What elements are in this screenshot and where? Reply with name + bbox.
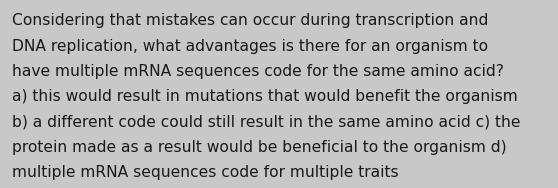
Text: have multiple mRNA sequences code for the same amino acid?: have multiple mRNA sequences code for th… [12,64,504,79]
Text: DNA replication, what advantages is there for an organism to: DNA replication, what advantages is ther… [12,39,488,54]
Text: b) a different code could still result in the same amino acid c) the: b) a different code could still result i… [12,115,521,130]
Text: Considering that mistakes can occur during transcription and: Considering that mistakes can occur duri… [12,13,489,28]
Text: protein made as a result would be beneficial to the organism d): protein made as a result would be benefi… [12,140,507,155]
Text: a) this would result in mutations that would benefit the organism: a) this would result in mutations that w… [12,89,518,104]
Text: multiple mRNA sequences code for multiple traits: multiple mRNA sequences code for multipl… [12,165,399,180]
